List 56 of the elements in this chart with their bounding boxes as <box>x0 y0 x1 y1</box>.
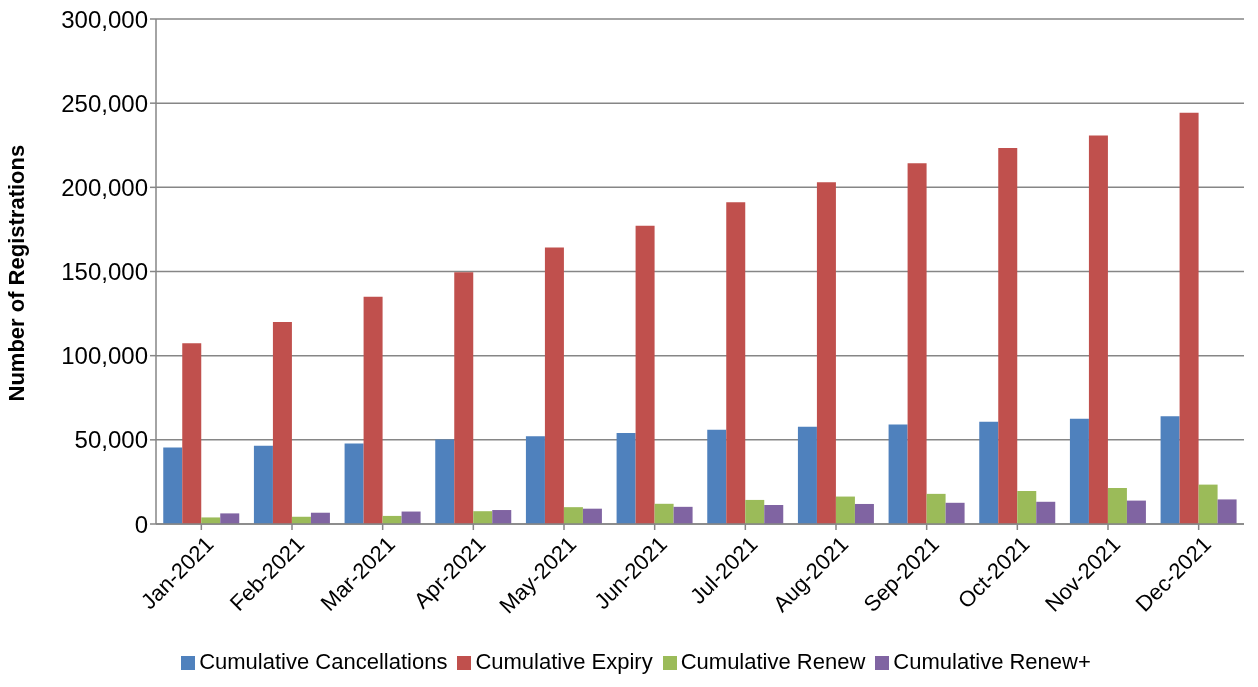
bar <box>454 272 474 524</box>
y-tick-label: 300,000 <box>61 5 148 33</box>
y-tick-label: 200,000 <box>61 173 148 201</box>
y-tick-label: 250,000 <box>61 89 148 117</box>
bar <box>1217 499 1237 524</box>
bar <box>1160 416 1180 524</box>
bar <box>673 506 693 524</box>
bar <box>344 443 364 524</box>
bar <box>163 447 183 524</box>
bar <box>1088 135 1108 524</box>
y-axis-title: Number of Registrations <box>3 144 29 402</box>
bar <box>764 504 784 524</box>
y-tick-label: 150,000 <box>61 258 148 286</box>
bar <box>582 508 602 524</box>
y-tick-label: 50,000 <box>74 426 148 454</box>
bar <box>253 445 273 524</box>
bar <box>888 424 908 524</box>
bar <box>1069 418 1089 524</box>
bar <box>1179 112 1199 524</box>
y-tick-label: 100,000 <box>61 342 148 370</box>
bar <box>979 421 999 524</box>
y-tick-label: 0 <box>134 510 148 538</box>
bar <box>1198 484 1218 524</box>
bar <box>544 247 564 524</box>
bar <box>435 439 455 524</box>
bar <box>707 429 727 524</box>
bar <box>926 493 946 524</box>
bar <box>998 148 1018 524</box>
bar <box>1107 487 1127 524</box>
bar <box>835 496 855 524</box>
bar <box>182 343 202 524</box>
bar <box>563 507 583 524</box>
bar <box>854 503 874 524</box>
bar <box>272 322 292 524</box>
bar <box>1017 491 1037 524</box>
bar <box>473 511 493 524</box>
bar <box>816 182 836 524</box>
legend-label: Cumulative Renew+ <box>893 649 1091 674</box>
bar <box>907 163 927 524</box>
bar <box>635 225 655 524</box>
bar <box>797 426 817 524</box>
bar <box>745 499 765 524</box>
bar <box>201 517 221 524</box>
legend-label: Cumulative Renew <box>680 649 866 674</box>
bar <box>1036 501 1056 524</box>
bar <box>363 296 383 524</box>
bar <box>220 513 240 524</box>
bar <box>492 510 512 524</box>
legend-label: Cumulative Cancellations <box>199 649 448 674</box>
legend-label: Cumulative Expiry <box>475 649 653 674</box>
bar <box>1126 500 1146 524</box>
bar <box>726 202 746 524</box>
bar <box>525 436 545 524</box>
bar <box>654 503 674 524</box>
bar <box>616 432 636 524</box>
bar <box>945 502 965 524</box>
